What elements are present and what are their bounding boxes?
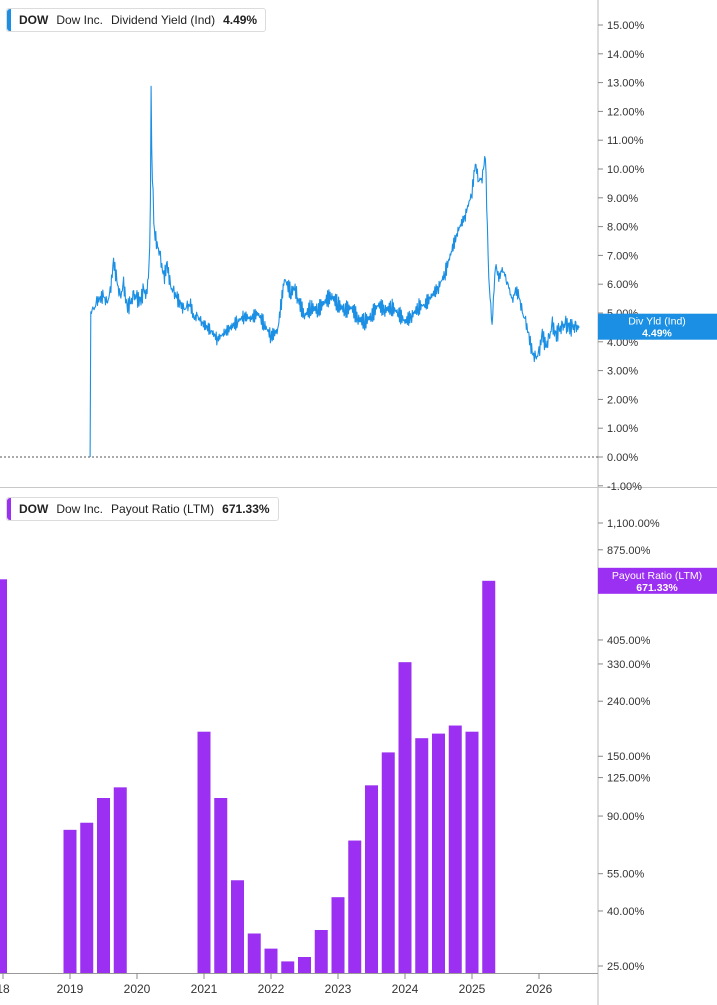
x-tick-label: 2024 xyxy=(392,982,419,996)
x-tick-label: 18 xyxy=(0,982,10,996)
y-tick-label: 25.00% xyxy=(607,961,645,973)
y-tick-label: 7.00% xyxy=(607,250,638,262)
payout-ratio-bar[interactable] xyxy=(415,738,429,973)
legend-value: 4.49% xyxy=(223,13,258,27)
y-tick-label: 330.00% xyxy=(607,659,651,671)
x-tick-label: 2019 xyxy=(57,982,84,996)
y-tick-label: 2.00% xyxy=(607,394,638,406)
payout-ratio-bar[interactable] xyxy=(365,785,378,973)
y-tick-label: 9.00% xyxy=(607,193,638,205)
payout-ratio-bar[interactable] xyxy=(348,840,362,973)
payout-ratio-bar[interactable] xyxy=(214,798,228,973)
payout-ratio-bar[interactable] xyxy=(381,752,395,973)
legend-symbol: DOW xyxy=(19,502,49,516)
badge-label: Payout Ratio (LTM) xyxy=(612,570,702,582)
legend-color-marker xyxy=(7,498,11,520)
x-tick-label: 2025 xyxy=(459,982,486,996)
payout-ratio-bar[interactable] xyxy=(298,956,311,973)
payout-ratio-bar[interactable] xyxy=(231,880,244,973)
payout-ratio-bar[interactable] xyxy=(432,733,445,973)
x-tick-label: 2020 xyxy=(124,982,151,996)
legend-metric: Payout Ratio (LTM) xyxy=(111,502,215,516)
x-tick-label: 2022 xyxy=(258,982,285,996)
x-tick-label: 2026 xyxy=(526,982,553,996)
payout-ratio-bar[interactable] xyxy=(398,662,412,973)
payout-ratio-bar[interactable] xyxy=(63,829,77,973)
payout-ratio-bar[interactable] xyxy=(331,897,345,973)
payout-ratio-legend: DOW Dow Inc. Payout Ratio (LTM) 671.33% xyxy=(6,497,279,521)
payout-ratio-bar[interactable] xyxy=(80,822,94,973)
y-tick-label: 1.00% xyxy=(607,423,638,435)
y-tick-label: 40.00% xyxy=(607,906,645,918)
legend-company: Dow Inc. xyxy=(56,13,104,27)
legend-value: 671.33% xyxy=(222,502,270,516)
payout-ratio-bar[interactable] xyxy=(197,731,211,973)
y-tick-label: 8.00% xyxy=(607,222,638,234)
y-tick-label: 405.00% xyxy=(607,635,651,647)
payout-ratio-bar[interactable] xyxy=(482,580,496,973)
y-tick-label: 3.00% xyxy=(607,366,638,378)
y-tick-label: 90.00% xyxy=(607,811,645,823)
y-tick-label: 13.00% xyxy=(607,78,645,90)
payout-ratio-bar[interactable] xyxy=(264,948,278,973)
x-tick-label: 2023 xyxy=(325,982,352,996)
y-tick-label: 240.00% xyxy=(607,696,651,708)
legend-symbol: DOW xyxy=(19,13,49,27)
y-tick-label: 150.00% xyxy=(607,751,651,763)
badge-value: 4.49% xyxy=(642,328,672,340)
badge-value: 671.33% xyxy=(636,582,678,594)
dividend-yield-legend: DOW Dow Inc. Dividend Yield (Ind) 4.49% xyxy=(6,8,267,32)
payout-ratio-bar[interactable] xyxy=(0,579,7,973)
payout-ratio-bar[interactable] xyxy=(448,725,462,973)
badge-label: Div Yld (Ind) xyxy=(628,316,686,328)
y-tick-label: 55.00% xyxy=(607,869,645,881)
y-tick-label: 14.00% xyxy=(607,49,645,61)
x-tick-label: 2021 xyxy=(191,982,218,996)
payout-ratio-bar[interactable] xyxy=(465,731,479,973)
current-value-badge xyxy=(598,567,717,594)
y-tick-label: 875.00% xyxy=(607,545,651,557)
y-tick-label: 6.00% xyxy=(607,279,638,291)
payout-ratio-bar[interactable] xyxy=(113,787,127,973)
y-tick-label: -1.00% xyxy=(607,481,642,493)
y-tick-label: 1,100.00% xyxy=(607,518,660,530)
y-tick-label: 4.00% xyxy=(607,337,638,349)
y-tick-label: 125.00% xyxy=(607,773,651,785)
payout-ratio-bar[interactable] xyxy=(281,961,295,973)
dividend-yield-line xyxy=(89,85,580,458)
legend-metric: Dividend Yield (Ind) xyxy=(111,13,216,27)
y-tick-label: 0.00% xyxy=(607,452,638,464)
payout-ratio-bar[interactable] xyxy=(314,930,328,973)
y-tick-label: 12.00% xyxy=(607,106,645,118)
y-tick-label: 10.00% xyxy=(607,164,645,176)
payout-ratio-bar[interactable] xyxy=(97,798,110,973)
legend-color-marker xyxy=(7,9,11,31)
y-tick-label: 15.00% xyxy=(607,20,645,32)
legend-company: Dow Inc. xyxy=(56,502,104,516)
current-value-badge xyxy=(598,313,717,340)
payout-ratio-bar[interactable] xyxy=(247,933,261,973)
y-tick-label: 11.00% xyxy=(607,135,644,147)
